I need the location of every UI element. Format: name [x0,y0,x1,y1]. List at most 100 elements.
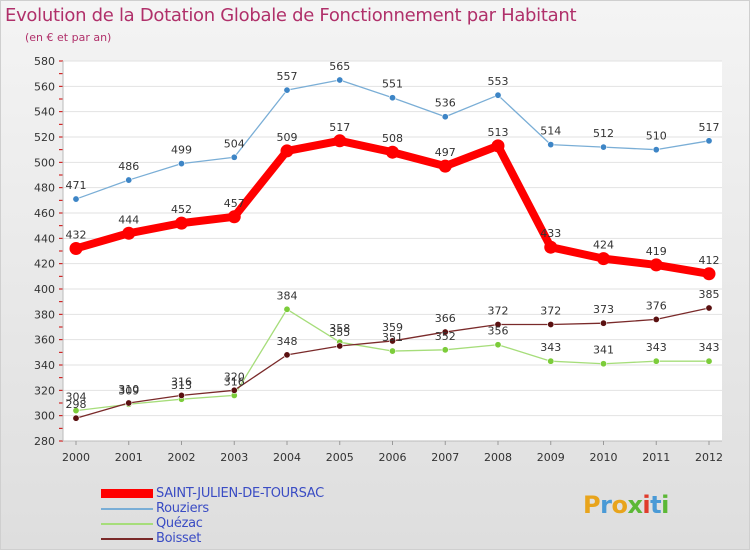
data-label: 316 [224,375,245,388]
logo-letter: i [661,491,669,519]
y-tick-label: 300 [34,410,55,423]
legend-item: Boisset [101,531,324,546]
y-tick-label: 360 [34,334,55,347]
x-tick-label: 2005 [326,451,354,464]
data-point [178,160,186,168]
data-point [388,94,396,102]
data-point [122,226,136,240]
logo-letter: t [650,491,662,519]
data-point [702,267,716,281]
data-point [494,91,502,99]
data-label: 316 [171,375,192,388]
data-point [649,258,663,272]
data-label: 343 [540,341,561,354]
data-point [652,315,660,323]
data-point [441,113,449,121]
data-point [230,386,238,394]
data-label: 341 [593,344,614,357]
data-label: 385 [699,288,720,301]
legend-label: SAINT-JULIEN-DE-TOURSAC [156,486,324,501]
data-point [283,351,291,359]
legend-swatch [101,507,153,510]
y-tick-label: 480 [34,182,55,195]
data-label: 348 [277,335,298,348]
data-label: 553 [488,75,509,88]
data-label: 343 [646,341,667,354]
data-label: 499 [171,144,192,157]
data-point [705,357,713,365]
data-label: 509 [277,131,298,144]
data-label: 551 [382,78,403,91]
data-label: 517 [699,121,720,134]
data-point [547,320,555,328]
x-tick-label: 2001 [115,451,143,464]
data-point [72,414,80,422]
data-label: 310 [118,383,139,396]
logo-letter: r [600,491,612,519]
series-layer [69,76,716,422]
data-point [227,210,241,224]
x-tick-label: 2007 [431,451,459,464]
data-point [599,319,607,327]
data-label: 486 [118,160,139,173]
data-label: 384 [277,289,298,302]
data-label: 512 [593,127,614,140]
data-label: 433 [540,227,561,240]
legend-label: Rouziers [156,501,209,516]
legend-item: Quézac [101,516,324,531]
legend-label: Boisset [156,531,202,546]
data-point [652,357,660,365]
data-point [599,143,607,151]
data-point [72,195,80,203]
data-point [280,144,294,158]
data-point [386,145,399,159]
x-tick-label: 2006 [379,451,407,464]
data-point [175,216,188,230]
x-tick-label: 2010 [590,451,618,464]
y-tick-label: 460 [34,207,55,220]
data-label: 372 [488,304,509,317]
data-point [544,240,558,254]
legend-item: Rouziers [101,501,324,516]
x-tick-label: 2000 [62,451,90,464]
y-tick-label: 580 [34,55,55,68]
chart-title: Evolution de la Dotation Globale de Fonc… [5,5,577,26]
y-tick-label: 420 [34,258,55,271]
data-point [705,304,713,312]
data-label: 304 [66,391,87,404]
data-label: 508 [382,132,403,145]
data-label: 373 [593,303,614,316]
data-point [597,252,610,266]
data-label: 432 [66,228,87,241]
data-label: 424 [593,239,614,252]
x-tick-label: 2004 [273,451,301,464]
data-point [441,328,449,336]
logo-letter: i [642,491,651,519]
x-tick-label: 2008 [484,451,512,464]
data-label: 356 [488,325,509,338]
data-label: 514 [540,125,561,138]
data-point [72,407,80,415]
y-tick-label: 380 [34,308,55,321]
y-tick-label: 540 [34,106,55,119]
legend-swatch [101,489,153,498]
chart-subtitle: (en € et par an) [25,31,112,44]
axes: 280 300 320 340 360 380 400 420 440 460 480 500 520 5… [34,55,723,464]
y-tick-label: 280 [34,435,55,448]
data-point [441,346,449,354]
data-label: 358 [329,322,350,335]
data-label: 376 [646,299,667,312]
data-point [333,134,347,148]
y-tick-label: 500 [34,156,55,169]
data-label: 372 [540,304,561,317]
data-point [283,305,291,313]
data-label: 536 [435,97,456,110]
data-point [547,141,555,149]
data-label: 309 [118,384,139,397]
data-labels: 471 486 499 504 557 565 551 536 553 514 512 510 517 3… [66,60,720,411]
data-point [705,137,713,145]
data-label: 471 [66,179,87,192]
data-point [336,342,344,350]
